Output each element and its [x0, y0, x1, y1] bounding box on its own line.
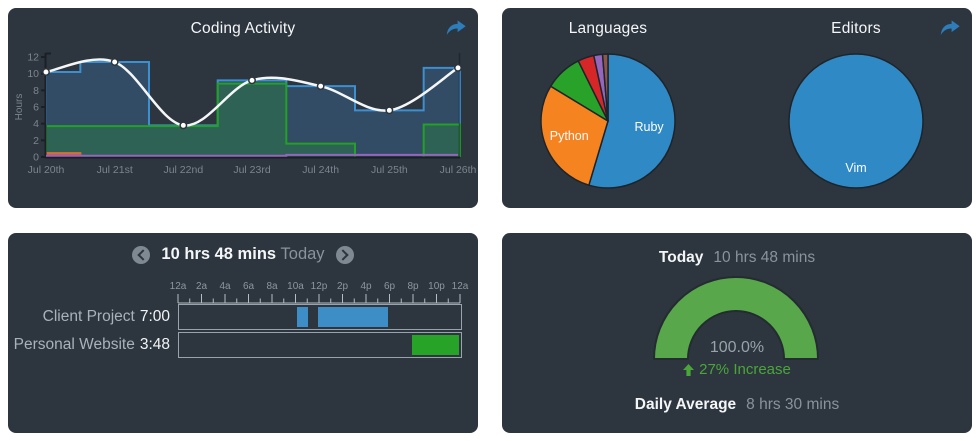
- today-value: 10 hrs 48 mins: [713, 249, 816, 266]
- svg-text:Jul 21st: Jul 21st: [97, 164, 133, 176]
- pie-charts: Ruby Python Vim: [540, 53, 924, 189]
- timeline-bar: [296, 307, 309, 327]
- increase-indicator: 27% Increase: [502, 361, 972, 378]
- svg-text:6p: 6p: [384, 281, 396, 292]
- svg-text:Jul 24th: Jul 24th: [302, 164, 339, 176]
- average-summary-row: Daily Average 8 hrs 30 mins: [502, 396, 972, 414]
- timeline-total: 10 hrs 48 mins: [161, 245, 277, 263]
- percent-gauge: [653, 276, 819, 360]
- timeline-bar: [411, 335, 459, 355]
- svg-text:4a: 4a: [219, 281, 231, 292]
- daily-average-label: Daily Average: [634, 396, 737, 413]
- svg-text:12a: 12a: [452, 281, 469, 292]
- project-duration: 3:48: [139, 336, 170, 353]
- svg-text:8p: 8p: [407, 281, 419, 292]
- svg-text:8a: 8a: [266, 281, 278, 292]
- projects-timeline-panel: 10 hrs 48 mins Today 12a 2a 4a 6a 8a 10a 12p 2p…: [8, 233, 478, 433]
- svg-text:10a: 10a: [287, 281, 304, 292]
- share-arrow-glyph: [940, 20, 960, 35]
- today-summary-row: Today 10 hrs 48 mins: [502, 249, 972, 267]
- svg-text:0: 0: [33, 152, 39, 164]
- svg-text:Ruby: Ruby: [635, 120, 665, 134]
- svg-text:2: 2: [33, 135, 39, 147]
- coding-activity-title: Coding Activity: [190, 20, 296, 37]
- languages-editors-panel: Languages Editors Ruby Python Vim: [502, 8, 972, 208]
- timeline-ruler: 12a 2a 4a 6a 8a 10a 12p 2p 4p 6p 8p 10p 12a: [170, 281, 469, 304]
- svg-text:Jul 20th: Jul 20th: [28, 164, 65, 176]
- client-project-track: [178, 304, 462, 330]
- svg-text:Python: Python: [550, 129, 589, 143]
- timeline-period: Today: [280, 245, 325, 263]
- svg-text:6: 6: [33, 102, 39, 114]
- chevron-right-icon: [337, 248, 349, 261]
- svg-text:12p: 12p: [311, 281, 328, 292]
- svg-text:8: 8: [33, 85, 39, 97]
- previous-day-button[interactable]: [132, 245, 151, 264]
- svg-text:4: 4: [33, 118, 39, 130]
- personal-website-track: [178, 332, 462, 358]
- svg-text:Hours: Hours: [14, 94, 25, 121]
- svg-text:2p: 2p: [337, 281, 349, 292]
- coding-activity-panel: Coding Activity 0 2 4 6 8 10 12 Hours Jul 20th Ju…: [8, 8, 478, 208]
- project-name: Client Project: [42, 308, 135, 325]
- svg-text:10p: 10p: [428, 281, 445, 292]
- share-arrow-icon[interactable]: [935, 15, 964, 40]
- summary-gauge-panel: Today 10 hrs 48 mins 100.0% 27% Increase…: [502, 233, 972, 433]
- svg-text:Vim: Vim: [845, 161, 866, 175]
- coding-activity-chart: 0 2 4 6 8 10 12 Hours Jul 20th Jul 21st Jul 22nd Ju…: [14, 52, 477, 177]
- share-arrow-glyph: [446, 20, 466, 35]
- svg-text:12a: 12a: [170, 281, 187, 292]
- increase-text: 27% Increase: [699, 361, 791, 378]
- project-duration: 7:00: [139, 308, 170, 325]
- timeline-header: 10 hrs 48 mins Today: [8, 245, 478, 264]
- editors-title: Editors: [831, 20, 881, 37]
- svg-text:4p: 4p: [360, 281, 372, 292]
- chevron-left-icon: [137, 248, 149, 261]
- svg-text:6a: 6a: [243, 281, 255, 292]
- project-row-label: Personal Website 3:48: [8, 332, 170, 358]
- project-name: Personal Website: [13, 336, 135, 353]
- next-day-button[interactable]: [335, 245, 354, 264]
- svg-text:Jul 26th: Jul 26th: [440, 164, 477, 176]
- languages-title: Languages: [568, 20, 648, 37]
- svg-text:2a: 2a: [196, 281, 208, 292]
- share-arrow-icon[interactable]: [441, 15, 470, 40]
- today-label: Today: [658, 249, 704, 266]
- svg-text:Jul 22nd: Jul 22nd: [163, 164, 203, 176]
- svg-text:Jul 23rd: Jul 23rd: [233, 164, 271, 176]
- daily-average-value: 8 hrs 30 mins: [746, 396, 840, 413]
- timeline-bar: [317, 307, 389, 327]
- svg-text:10: 10: [27, 68, 39, 80]
- project-row-label: Client Project 7:00: [8, 304, 170, 330]
- svg-text:Jul 25th: Jul 25th: [371, 164, 408, 176]
- svg-text:12: 12: [27, 52, 39, 64]
- gauge-percent: 100.0%: [709, 339, 765, 356]
- arrow-up-icon: [683, 363, 695, 376]
